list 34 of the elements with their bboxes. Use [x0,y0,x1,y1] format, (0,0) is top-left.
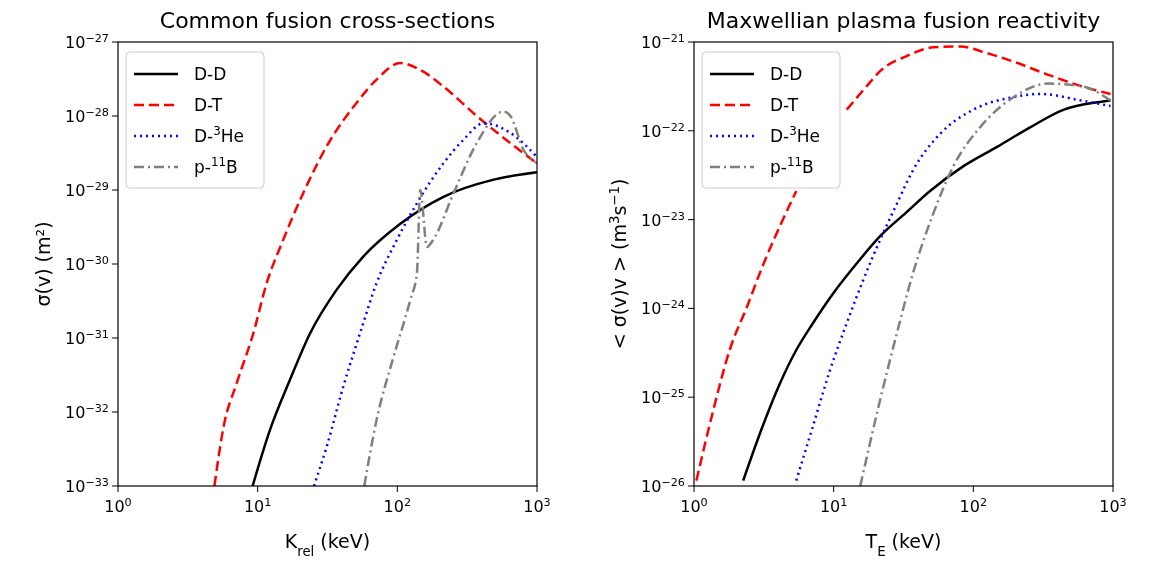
x-tick-label: 10$^{2}$ [383,495,412,516]
legend-label: D-T [194,95,223,115]
x-axis-title: T$_{E}$ (keV) [864,530,942,559]
y-tick-label: 10$^{−23}$ [641,209,685,230]
x-tick-label: 10$^{0}$ [680,495,708,516]
legend-label: D-$^{3}$He [194,124,245,146]
y-tick-label: 10$^{−22}$ [641,120,685,141]
y-tick-label: 10$^{−31}$ [65,327,109,348]
y-tick-label: 10$^{−25}$ [641,386,685,408]
x-tick-label: 10$^{1}$ [819,495,848,516]
legend-label: D-D [194,64,227,84]
y-tick-label: 10$^{−27}$ [65,31,109,52]
legend-label: D-D [770,64,803,84]
legend-label: p-$^{11}$B [770,155,814,177]
y-tick-label: 10$^{−28}$ [65,105,109,126]
y-axis-title: σ(v) (m²) [32,221,54,307]
y-tick-label: 10$^{−30}$ [65,253,109,274]
legend-label: D-T [770,95,799,115]
legend-label: D-$^{3}$He [770,124,821,146]
x-tick-label: 10$^{3}$ [1099,495,1127,516]
y-tick-label: 10$^{−24}$ [641,297,685,319]
x-tick-label: 10$^{1}$ [243,495,272,516]
chart-title: Maxwellian plasma fusion reactivity [706,8,1101,33]
y-tick-label: 10$^{−33}$ [65,475,109,496]
y-tick-label: 10$^{−29}$ [65,179,109,200]
x-tick-label: 10$^{0}$ [104,495,132,516]
x-tick-label: 10$^{2}$ [959,495,988,516]
y-tick-label: 10$^{−32}$ [65,401,109,422]
x-axis-title: K$_{rel}$ (keV) [284,530,371,559]
x-tick-label: 10$^{3}$ [523,495,551,516]
y-tick-label: 10$^{−21}$ [641,31,685,52]
legend-label: p-$^{11}$B [194,155,238,177]
y-tick-label: 10$^{−26}$ [641,475,685,496]
chart-title: Common fusion cross-sections [159,8,496,33]
